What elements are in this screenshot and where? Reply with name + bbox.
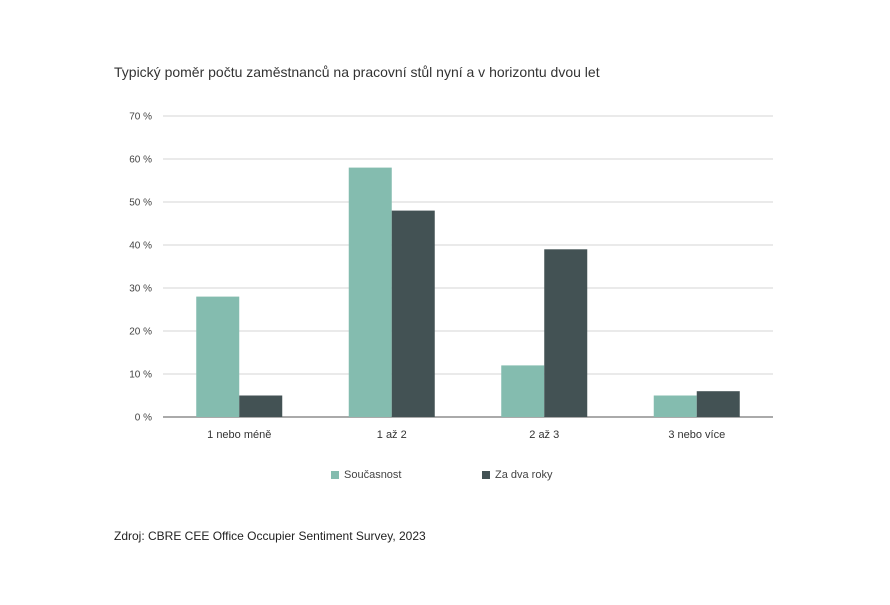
x-category-label: 2 až 3 [529, 429, 559, 441]
bar [348, 167, 392, 417]
source-note: Zdroj: CBRE CEE Office Occupier Sentimen… [114, 529, 426, 543]
bars [196, 167, 740, 417]
legend: Současnost Za dva roky [0, 469, 890, 489]
y-tick-label: 30 % [129, 284, 152, 295]
bar [239, 395, 283, 417]
bar [696, 391, 740, 417]
y-tick-label: 20 % [129, 327, 152, 338]
y-tick-label: 40 % [129, 241, 152, 252]
legend-item-soucasnost: Současnost [331, 469, 401, 481]
bar [391, 210, 435, 417]
x-category-label: 1 až 2 [377, 429, 407, 441]
legend-swatch-za-dva-roky [482, 471, 490, 479]
x-category-label: 3 nebo více [668, 429, 725, 441]
bar [653, 395, 697, 417]
y-tick-label: 0 % [135, 413, 152, 424]
y-tick-label: 10 % [129, 370, 152, 381]
bar [544, 249, 588, 417]
gridlines [163, 115, 773, 418]
x-category-label: 1 nebo méně [207, 429, 271, 441]
y-tick-label: 70 % [129, 112, 152, 123]
y-axis-ticks: 0 % 10 % 20 % 30 % 40 % 50 % 60 % 70 % [129, 112, 152, 424]
y-tick-label: 60 % [129, 155, 152, 166]
x-axis-categories: 1 nebo méně 1 až 2 2 až 3 3 nebo více [207, 429, 725, 441]
legend-label-soucasnost: Současnost [344, 469, 402, 481]
legend-item-za-dva-roky: Za dva roky [482, 469, 552, 481]
legend-swatch-soucasnost [331, 471, 339, 479]
y-tick-label: 50 % [129, 198, 152, 209]
bar [501, 365, 545, 417]
bar [196, 296, 240, 417]
chart-title: Typický poměr počtu zaměstnanců na praco… [114, 64, 600, 80]
legend-label-za-dva-roky: Za dva roky [495, 469, 553, 481]
